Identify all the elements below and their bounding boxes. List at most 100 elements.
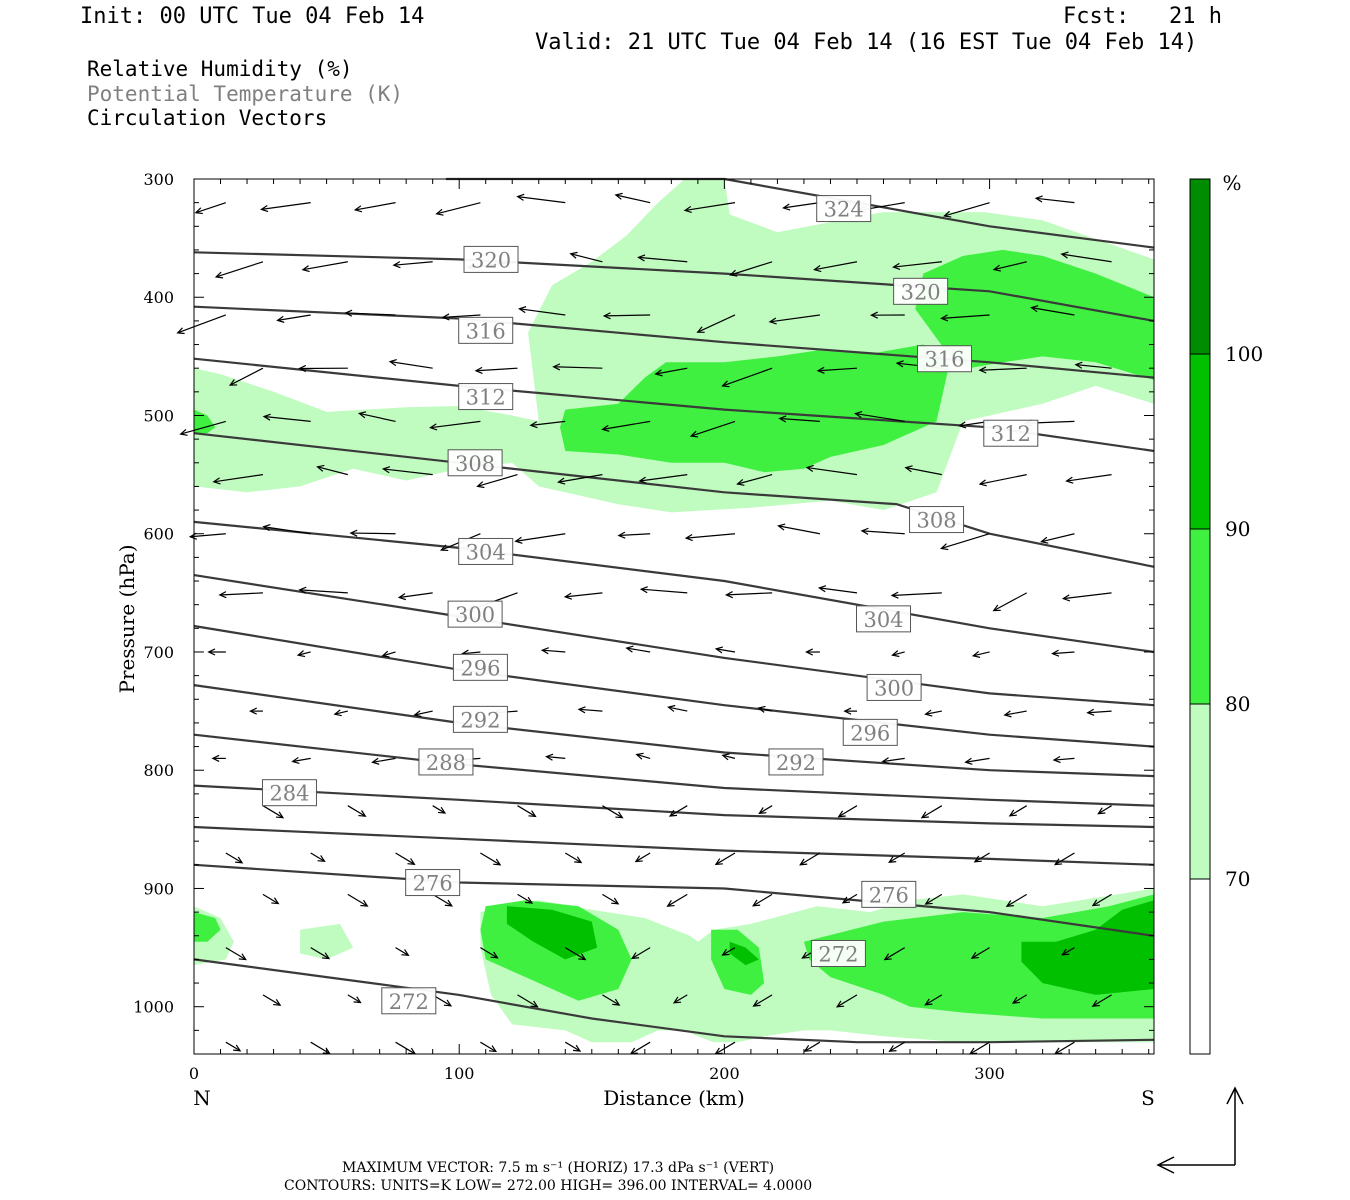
vector-arrow-98	[1051, 649, 1075, 657]
vector-arrow-97	[971, 650, 990, 658]
theta-label-288: 288	[418, 748, 474, 776]
vector-arrow-153	[1091, 893, 1112, 907]
vector-arrow-64	[978, 474, 1027, 487]
vector-arrow-160	[721, 947, 736, 956]
vector-arrow-75	[940, 533, 990, 551]
vector-arrow-109	[1086, 708, 1112, 716]
vector-arrow-179	[480, 1041, 498, 1053]
vector-arrow-176	[225, 1041, 242, 1052]
theta-label-308: 308	[909, 506, 965, 534]
vector-arrow-45	[262, 413, 311, 422]
vector-arrow-169	[602, 994, 621, 1006]
y-tick-label: 600	[143, 525, 174, 544]
vector-arrow-120	[1052, 755, 1075, 764]
vector-arrow-132	[225, 852, 244, 864]
theta-label-296: 296	[842, 718, 898, 746]
vector-arrow-155	[310, 947, 331, 960]
vector-arrow-136	[564, 852, 583, 864]
vector-arrow-116	[721, 753, 736, 761]
vector-arrow-71	[617, 531, 651, 539]
vector-arrow-9	[943, 202, 990, 218]
vector-arrow-77	[218, 591, 263, 599]
vector-arrow-26	[518, 306, 566, 316]
forecast-hour: Fcst: 21 h	[1063, 4, 1222, 29]
vector-arrow-128	[837, 805, 858, 818]
vector-arrow-157	[480, 947, 499, 959]
theta-label-316: 316	[916, 345, 972, 373]
vector-arrow-96	[891, 650, 905, 658]
colorbar-segment-4	[1189, 878, 1211, 1055]
vector-arrow-114	[545, 753, 566, 761]
vector-arrow-3	[435, 202, 481, 216]
colorbar-segment-3	[1189, 703, 1211, 880]
colorbar-segment-2	[1189, 528, 1211, 705]
theta-label-320: 320	[893, 277, 949, 305]
theta-label-276: 276	[861, 880, 917, 908]
theta-label-316: 316	[458, 316, 514, 344]
vector-arrow-172	[835, 994, 858, 1008]
rh-shading	[194, 179, 1154, 1043]
vector-arrow-5	[614, 192, 651, 204]
theta-contour-304	[193, 520, 1155, 654]
vector-arrow-127	[758, 805, 773, 815]
y-tick-label: 800	[143, 761, 174, 780]
vector-arrow-76	[1040, 533, 1075, 544]
colorbar-unit: %	[1222, 171, 1241, 195]
svg-text:300: 300	[455, 603, 495, 627]
x-tick-label: 300	[974, 1064, 1005, 1083]
left-endpoint-label: N	[193, 1086, 211, 1110]
vector-arrow-22	[176, 314, 227, 335]
vector-arrow-125	[602, 805, 624, 819]
field-circulation-vectors: Circulation Vectors	[87, 106, 328, 130]
theta-label-296: 296	[452, 653, 508, 681]
y-tick-label: 1000	[133, 998, 174, 1017]
vector-arrow-107	[924, 709, 942, 717]
colorbar-label-90: 90	[1225, 517, 1250, 541]
vector-arrow-131	[1097, 805, 1112, 815]
vector-arrow-170	[672, 994, 688, 1004]
vector-arrow-110	[211, 754, 226, 762]
vector-arrow-86	[992, 592, 1027, 612]
colorbar-label-80: 80	[1225, 692, 1250, 716]
vector-arrow-140	[888, 852, 906, 863]
vector-arrow-7	[782, 202, 820, 211]
vector-arrow-164	[1061, 947, 1075, 956]
vector-arrow-144	[347, 893, 369, 907]
vector-arrow-173	[924, 994, 943, 1006]
vector-arrow-1	[260, 202, 311, 213]
vector-arrow-94	[714, 646, 736, 654]
theta-label-312: 312	[983, 419, 1039, 447]
vector-arrow-121	[262, 805, 285, 819]
x-axis-label: Distance (km)	[603, 1086, 745, 1110]
vector-arrow-56	[316, 464, 348, 476]
vector-arrow-147	[602, 893, 620, 905]
theta-label-276: 276	[405, 869, 461, 897]
vector-arrow-145	[432, 893, 454, 907]
plot-frame	[193, 178, 1155, 1055]
svg-text:312: 312	[991, 422, 1031, 446]
vector-arrow-87	[1061, 592, 1112, 602]
vector-arrow-12	[301, 261, 348, 273]
vector-arrow-106	[843, 707, 857, 715]
svg-text:308: 308	[455, 452, 495, 476]
vector-arrow-148	[666, 893, 688, 907]
vector-arrow-21	[1060, 251, 1112, 263]
vector-arrow-130	[1008, 805, 1028, 817]
vector-arrow-184	[888, 1041, 906, 1052]
theta-contour-300	[193, 574, 1155, 707]
svg-text:272: 272	[389, 990, 429, 1014]
vector-arrow-185	[968, 1041, 990, 1055]
theta-contour-288	[193, 733, 1155, 807]
vector-arrow-11	[214, 261, 264, 279]
rh-region-80-4	[560, 344, 950, 473]
vector-arrow-30	[870, 311, 905, 319]
right-endpoint-label: S	[1141, 1086, 1155, 1110]
vector-arrow-39	[721, 367, 773, 388]
svg-text:316: 316	[924, 348, 964, 372]
vector-arrow-81	[563, 592, 603, 600]
theta-contour-296	[193, 624, 1155, 748]
vector-arrow-51	[778, 415, 820, 423]
vector-arrow-24	[344, 309, 396, 317]
vector-arrow-23	[276, 314, 311, 323]
rh-region-80-5	[915, 249, 1154, 380]
